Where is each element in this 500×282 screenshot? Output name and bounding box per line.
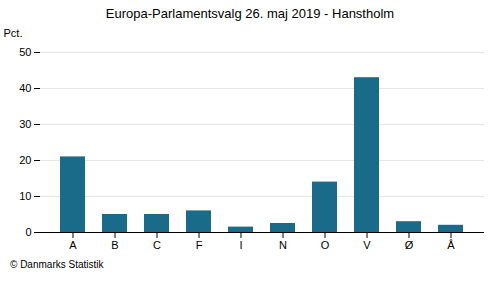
svg-text:B: B — [111, 239, 118, 251]
svg-text:A: A — [69, 239, 77, 251]
html-text:Europa-Parlamentsvalg 26. maj: Europa-Parlamentsvalg 26. maj 2019 - Han… — [105, 6, 395, 21]
svg-text:Å: Å — [447, 239, 455, 251]
svg-text:40: 40 — [19, 82, 31, 94]
html-text:© Danmarks Statistik: © Danmarks Statistik — [10, 259, 104, 270]
svg-text:30: 30 — [19, 118, 31, 130]
svg-text:20: 20 — [19, 154, 31, 166]
svg-text:F: F — [196, 239, 203, 251]
svg-text:C: C — [153, 239, 161, 251]
svg-text:0: 0 — [25, 226, 31, 238]
svg-text:50: 50 — [19, 46, 31, 58]
svg-text:Ø: Ø — [405, 239, 414, 251]
svg-text:V: V — [363, 239, 371, 251]
svg-text:I: I — [239, 239, 242, 251]
svg-text:N: N — [279, 239, 287, 251]
svg-text:10: 10 — [19, 190, 31, 202]
svg-text:O: O — [321, 239, 330, 251]
svg-text:Pct.: Pct. — [4, 27, 23, 39]
